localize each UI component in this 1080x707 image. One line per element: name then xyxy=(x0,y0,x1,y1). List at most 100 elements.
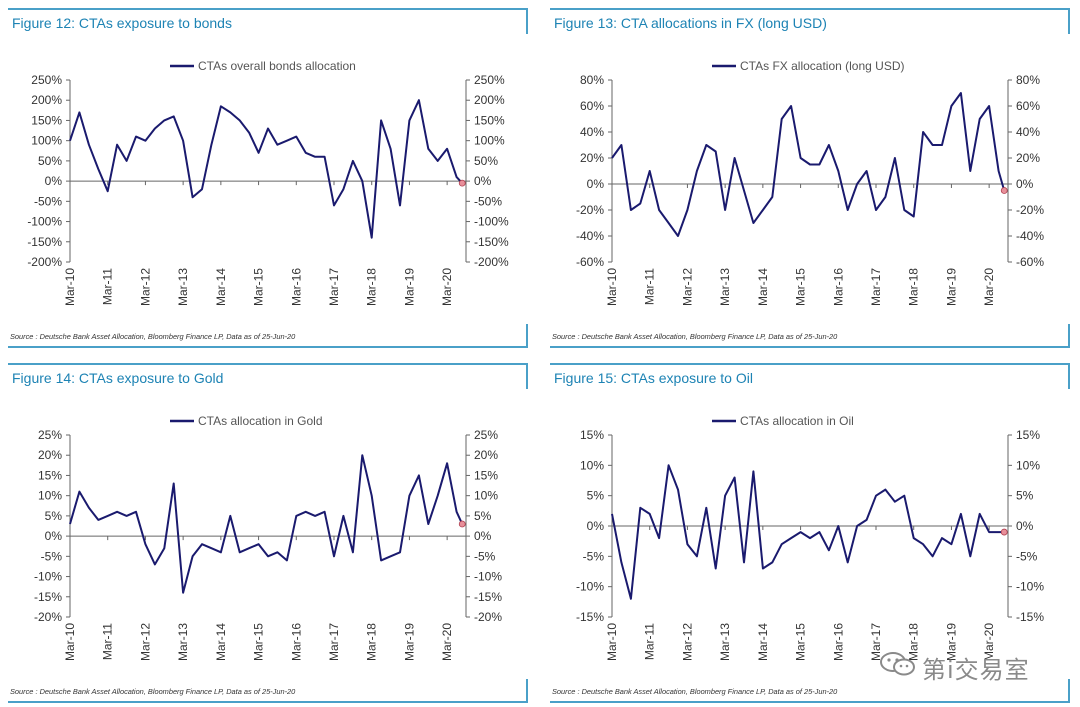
y-tick-label-right: 100% xyxy=(474,134,505,148)
figure-footer: Source : Deutsche Bank Asset Allocation,… xyxy=(550,679,1070,703)
y-tick-label-right: -20% xyxy=(1016,203,1044,217)
y-tick-label-left: 25% xyxy=(38,428,62,442)
figure-title: Figure 14: CTAs exposure to Gold xyxy=(12,370,224,386)
end-point xyxy=(1000,187,1008,194)
x-tick-label: Mar-19 xyxy=(944,268,958,306)
x-tick-label: Mar-18 xyxy=(907,623,921,661)
x-tick-label: Mar-10 xyxy=(605,623,619,661)
x-tick-label: Mar-16 xyxy=(289,268,303,306)
y-tick-label-left: 0% xyxy=(587,177,605,191)
x-tick-label: Mar-13 xyxy=(176,623,190,661)
y-tick-label-left: 100% xyxy=(31,134,62,148)
x-tick-label: Mar-13 xyxy=(176,268,190,306)
x-tick-label: Mar-18 xyxy=(365,623,379,661)
x-tick-label: Mar-12 xyxy=(680,268,694,306)
y-tick-label-right: 0% xyxy=(1016,177,1034,191)
y-tick-label-left: -60% xyxy=(576,255,604,269)
legend-label: CTAs allocation in Gold xyxy=(198,414,323,428)
x-tick-label: Mar-19 xyxy=(402,268,416,306)
y-tick-label-right: -50% xyxy=(474,194,502,208)
legend-label: CTAs allocation in Oil xyxy=(740,414,854,428)
figure-title: Figure 15: CTAs exposure to Oil xyxy=(554,370,753,386)
x-tick-label: Mar-18 xyxy=(907,268,921,306)
x-tick-label: Mar-15 xyxy=(794,268,808,306)
y-tick-label-left: 60% xyxy=(580,99,604,113)
x-tick-label: Mar-20 xyxy=(982,268,996,306)
end-point xyxy=(458,520,466,528)
series-line xyxy=(611,92,1006,237)
legend-label: CTAs overall bonds allocation xyxy=(198,59,356,73)
y-tick-label-right: 20% xyxy=(474,448,498,462)
figure-12-panel: Figure 12: CTAs exposure to bonds CTAs o… xyxy=(8,8,528,348)
y-tick-label-left: 80% xyxy=(580,73,604,87)
y-tick-label-left: -15% xyxy=(34,590,62,604)
x-tick-label: Mar-16 xyxy=(831,268,845,306)
y-tick-label-left: 40% xyxy=(580,125,604,139)
y-tick-label-right: -60% xyxy=(1016,255,1044,269)
y-tick-label-right: 50% xyxy=(474,154,498,168)
y-tick-label-left: -5% xyxy=(583,549,605,563)
x-tick-label: Mar-13 xyxy=(718,623,732,661)
figure-footer: Source : Deutsche Bank Asset Allocation,… xyxy=(8,679,528,703)
figure-header: Figure 14: CTAs exposure to Gold xyxy=(8,363,528,389)
y-tick-label-right: -15% xyxy=(1016,610,1044,624)
x-tick-label: Mar-19 xyxy=(402,623,416,661)
x-tick-label: Mar-11 xyxy=(101,623,115,660)
figure-13-panel: Figure 13: CTA allocations in FX (long U… xyxy=(550,8,1070,348)
series-line xyxy=(69,454,464,594)
x-tick-label: Mar-12 xyxy=(138,623,152,661)
end-point xyxy=(458,179,466,187)
x-tick-label: Mar-18 xyxy=(365,268,379,306)
y-tick-label-right: -10% xyxy=(474,570,502,584)
y-tick-label-left: -10% xyxy=(576,580,604,594)
y-tick-label-right: -10% xyxy=(1016,580,1044,594)
chart-svg: CTAs overall bonds allocation -200% -200% -… xyxy=(27,59,509,306)
y-tick-label-right: 40% xyxy=(1016,125,1040,139)
x-tick-label: Mar-14 xyxy=(214,623,228,661)
y-tick-label-left: 250% xyxy=(31,73,62,87)
y-tick-label-left: 10% xyxy=(38,489,62,503)
x-tick-label: Mar-12 xyxy=(680,623,694,661)
x-tick-label: Mar-14 xyxy=(214,268,228,306)
x-tick-label: Mar-16 xyxy=(289,623,303,661)
y-tick-label-left: 5% xyxy=(45,509,63,523)
x-tick-label: Mar-17 xyxy=(869,268,883,306)
x-tick-label: Mar-14 xyxy=(756,623,770,661)
figure-title: Figure 12: CTAs exposure to bonds xyxy=(12,15,232,31)
y-tick-label-left: 50% xyxy=(38,154,62,168)
y-tick-label-left: 0% xyxy=(587,519,605,533)
y-tick-label-left: -20% xyxy=(34,610,62,624)
x-tick-label: Mar-11 xyxy=(643,268,657,305)
x-tick-label: Mar-17 xyxy=(327,623,341,661)
figure-15-panel: Figure 15: CTAs exposure to Oil CTAs all… xyxy=(550,363,1070,703)
x-tick-label: Mar-19 xyxy=(944,623,958,661)
source-note: Source : Deutsche Bank Asset Allocation,… xyxy=(552,332,838,341)
y-tick-label-right: 150% xyxy=(474,113,505,127)
y-tick-label-left: 200% xyxy=(31,93,62,107)
y-tick-label-right: 20% xyxy=(1016,151,1040,165)
y-tick-label-right: 60% xyxy=(1016,99,1040,113)
y-tick-label-right: 0% xyxy=(474,174,492,188)
y-tick-label-right: 80% xyxy=(1016,73,1040,87)
y-tick-label-right: 250% xyxy=(474,73,505,87)
y-tick-label-right: -5% xyxy=(1016,549,1038,563)
chart-svg: CTAs allocation in Gold -20% -20% -15% -15% -… xyxy=(34,414,502,661)
y-tick-label-right: 0% xyxy=(474,529,492,543)
y-tick-label-left: 15% xyxy=(38,468,62,482)
x-tick-label: Mar-13 xyxy=(718,268,732,306)
y-tick-label-left: -100% xyxy=(27,215,62,229)
y-tick-label-right: 10% xyxy=(474,489,498,503)
y-tick-label-left: 0% xyxy=(45,174,63,188)
y-tick-label-left: 150% xyxy=(31,113,62,127)
x-tick-label: Mar-16 xyxy=(831,623,845,661)
y-tick-label-left: -200% xyxy=(27,255,62,269)
y-tick-label-right: -20% xyxy=(474,610,502,624)
x-tick-label: Mar-14 xyxy=(756,268,770,306)
x-tick-label: Mar-15 xyxy=(252,268,266,306)
figure-header: Figure 13: CTA allocations in FX (long U… xyxy=(550,8,1070,34)
x-tick-label: Mar-20 xyxy=(982,623,996,661)
end-point xyxy=(1000,528,1008,536)
y-tick-label-right: 200% xyxy=(474,93,505,107)
y-tick-label-left: -10% xyxy=(34,570,62,584)
x-tick-label: Mar-20 xyxy=(440,623,454,661)
